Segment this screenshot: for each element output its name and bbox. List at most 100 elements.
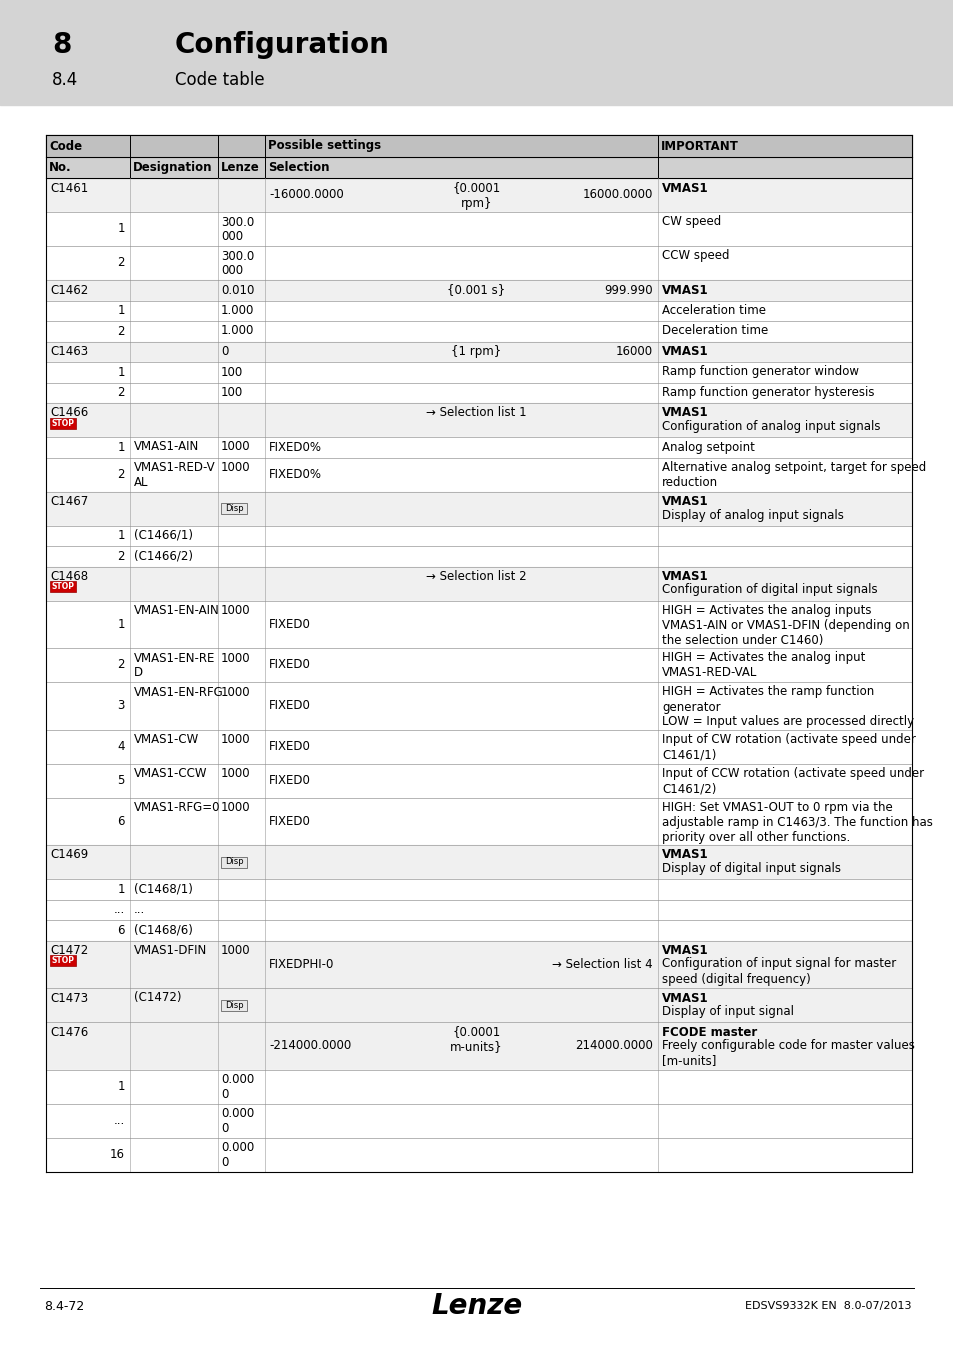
Text: 100: 100 (221, 386, 243, 400)
Bar (46, 601, 911, 648)
Text: 1000: 1000 (221, 686, 251, 698)
Text: (C1472): (C1472) (133, 991, 181, 1004)
Text: C1467: C1467 (50, 495, 89, 508)
Text: 1: 1 (117, 883, 125, 896)
Text: VMAS1: VMAS1 (661, 495, 708, 508)
Text: 2: 2 (117, 256, 125, 270)
Text: Selection: Selection (268, 161, 329, 174)
Text: 300.0
000: 300.0 000 (221, 216, 254, 243)
Text: (C1468/6): (C1468/6) (133, 923, 193, 937)
Text: VMAS1-RFG=0: VMAS1-RFG=0 (133, 801, 220, 814)
Text: 8: 8 (52, 31, 71, 59)
Text: 4: 4 (117, 740, 125, 753)
Bar (46, 1138, 911, 1172)
Text: C1466: C1466 (50, 406, 89, 420)
Bar (46, 764, 911, 798)
Text: 1000: 1000 (221, 440, 251, 454)
Text: FIXED0: FIXED0 (269, 699, 311, 713)
Bar (50, 954, 76, 967)
Text: C1469: C1469 (50, 849, 89, 861)
Bar (46, 525, 911, 545)
Text: {0.0001
m-units}: {0.0001 m-units} (450, 1026, 502, 1053)
Text: 2: 2 (117, 325, 125, 338)
Text: 6: 6 (117, 815, 125, 828)
Bar (221, 999, 247, 1011)
Text: FIXED0: FIXED0 (269, 659, 311, 671)
Text: FIXED0%: FIXED0% (269, 468, 322, 481)
Text: VMAS1: VMAS1 (661, 346, 708, 358)
Text: Deceleration time: Deceleration time (661, 324, 767, 338)
Text: Lenze: Lenze (221, 161, 259, 174)
Text: VMAS1: VMAS1 (661, 944, 708, 957)
Text: -16000.0000: -16000.0000 (269, 189, 343, 201)
Text: VMAS1: VMAS1 (661, 406, 708, 420)
Bar (46, 879, 911, 899)
Text: FIXED0%: FIXED0% (269, 440, 322, 454)
Text: C1472: C1472 (50, 944, 89, 957)
Text: 1000: 1000 (221, 460, 251, 474)
Text: Ramp function generator window: Ramp function generator window (661, 366, 858, 378)
Text: C1476: C1476 (50, 1026, 89, 1038)
Text: FIXED0: FIXED0 (269, 815, 311, 828)
Bar (46, 301, 911, 321)
Text: STOP: STOP (51, 582, 74, 591)
Text: 0.000
0: 0.000 0 (221, 1073, 254, 1102)
Text: Possible settings: Possible settings (268, 139, 381, 153)
Text: -214000.0000: -214000.0000 (269, 1040, 351, 1052)
Text: → Selection list 2: → Selection list 2 (426, 570, 526, 583)
Text: 1000: 1000 (221, 733, 251, 747)
Text: 1: 1 (117, 529, 125, 543)
Bar (46, 567, 911, 601)
Bar (46, 178, 911, 212)
Text: Acceleration time: Acceleration time (661, 304, 765, 317)
Text: FIXED0: FIXED0 (269, 774, 311, 787)
Text: VMAS1: VMAS1 (661, 570, 708, 583)
Text: Freely configurable code for master values
[m-units]: Freely configurable code for master valu… (661, 1040, 914, 1066)
Text: ...: ... (113, 1114, 125, 1127)
Bar (46, 1069, 911, 1103)
Text: {0.001 s}: {0.001 s} (447, 284, 505, 297)
Text: HIGH = Activates the analog inputs
VMAS1-AIN or VMAS1-DFIN (depending on
the sel: HIGH = Activates the analog inputs VMAS1… (661, 603, 909, 647)
Text: 300.0
000: 300.0 000 (221, 250, 254, 278)
Text: 2: 2 (117, 659, 125, 671)
Text: VMAS1: VMAS1 (661, 284, 708, 297)
Text: Code table: Code table (174, 72, 264, 89)
Bar (46, 545, 911, 567)
Text: (C1466/1): (C1466/1) (133, 529, 193, 541)
Text: C1463: C1463 (50, 346, 88, 358)
Text: CW speed: CW speed (661, 216, 720, 228)
Bar (46, 342, 911, 362)
Text: (C1466/2): (C1466/2) (133, 549, 193, 563)
Text: FIXED0: FIXED0 (269, 618, 311, 630)
Bar (50, 417, 76, 428)
Text: Disp: Disp (225, 504, 243, 513)
Text: Alternative analog setpoint, target for speed
reduction: Alternative analog setpoint, target for … (661, 460, 925, 489)
Text: 1: 1 (117, 440, 125, 454)
Text: 8.4-72: 8.4-72 (44, 1300, 84, 1312)
Text: HIGH = Activates the analog input
VMAS1-RED-VAL: HIGH = Activates the analog input VMAS1-… (661, 652, 864, 679)
Text: ...: ... (133, 903, 145, 917)
Bar (46, 798, 911, 845)
Text: Configuration: Configuration (174, 31, 390, 59)
Bar (50, 580, 76, 593)
Bar (46, 648, 911, 682)
Bar (46, 941, 911, 988)
Text: 1000: 1000 (221, 944, 251, 957)
Text: Ramp function generator hysteresis: Ramp function generator hysteresis (661, 386, 874, 400)
Text: FIXEDPHI-0: FIXEDPHI-0 (269, 957, 334, 971)
Bar (46, 1022, 911, 1069)
Text: VMAS1-CW: VMAS1-CW (133, 733, 199, 747)
Text: VMAS1-AIN: VMAS1-AIN (133, 440, 199, 454)
Text: 1: 1 (117, 1080, 125, 1094)
Text: 3: 3 (117, 699, 125, 713)
Text: VMAS1-DFIN: VMAS1-DFIN (133, 944, 207, 957)
Text: Input of CCW rotation (activate speed under
C1461/2): Input of CCW rotation (activate speed un… (661, 767, 923, 795)
Bar (46, 246, 911, 279)
Bar (46, 279, 911, 301)
Bar (46, 988, 911, 1022)
Text: 1.000: 1.000 (221, 324, 254, 338)
Text: STOP: STOP (51, 418, 74, 428)
Text: 1000: 1000 (221, 652, 251, 664)
Text: No.: No. (49, 161, 71, 174)
Text: C1468: C1468 (50, 570, 88, 583)
